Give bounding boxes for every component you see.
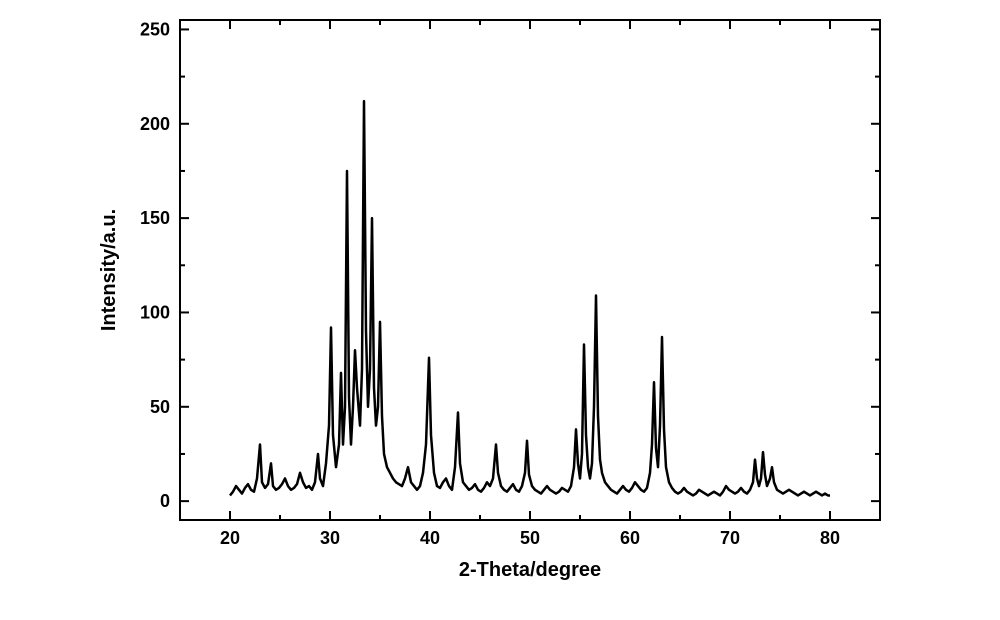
xrd-chart: 20 30 40 50 60 70 80 0 50 100 150 200 250 2-Theta/deg…: [0, 0, 1000, 620]
x-tick-label: 80: [820, 528, 840, 548]
x-tick-label: 60: [620, 528, 640, 548]
x-tick-label: 70: [720, 528, 740, 548]
y-tick-label: 150: [140, 208, 170, 228]
y-tick-label: 0: [160, 491, 170, 511]
y-axis-label: Intensity/a.u.: [98, 209, 120, 331]
chart-svg: 20 30 40 50 60 70 80 0 50 100 150 200 250 2-Theta/deg…: [0, 0, 1000, 620]
y-tick-label: 100: [140, 302, 170, 322]
x-tick-label: 50: [520, 528, 540, 548]
x-tick-label: 20: [220, 528, 240, 548]
x-tick-label: 30: [320, 528, 340, 548]
y-tick-label: 250: [140, 19, 170, 39]
x-axis-label: 2-Theta/degree: [459, 559, 601, 581]
x-tick-label: 40: [420, 528, 440, 548]
y-tick-label: 200: [140, 114, 170, 134]
xrd-intensity-trace: [230, 101, 830, 495]
y-tick-label: 50: [150, 397, 170, 417]
